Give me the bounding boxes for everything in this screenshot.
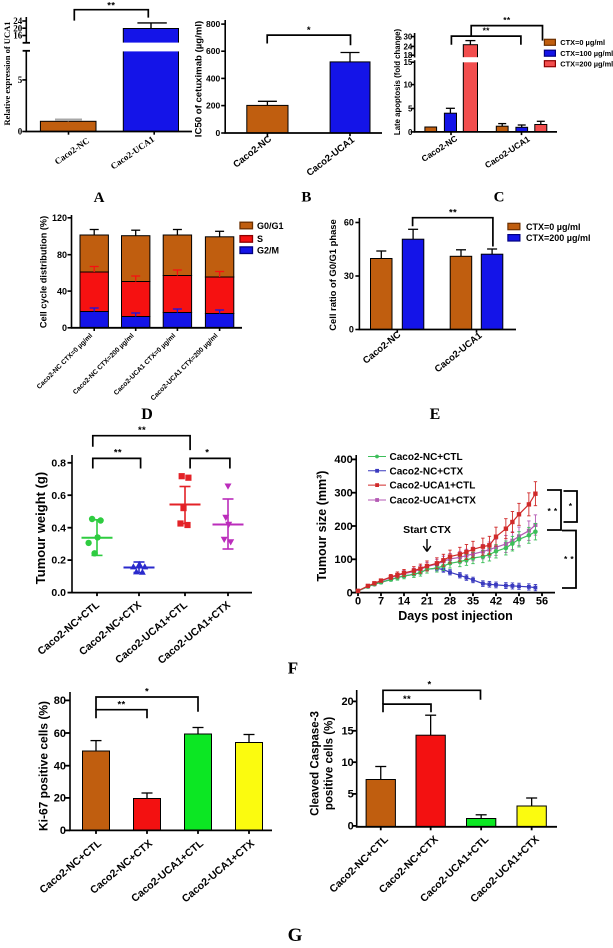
svg-text:0: 0 xyxy=(355,596,361,608)
svg-text:80: 80 xyxy=(54,695,66,707)
svg-text:**: ** xyxy=(449,208,457,219)
svg-text:60: 60 xyxy=(54,728,66,740)
svg-text:40: 40 xyxy=(57,286,67,296)
svg-text:10: 10 xyxy=(341,757,353,769)
svg-text:G0/G1: G0/G1 xyxy=(257,221,284,231)
svg-text:*: * xyxy=(307,25,311,36)
svg-text:30: 30 xyxy=(403,33,412,42)
svg-text:CTX=200 µg/ml: CTX=200 µg/ml xyxy=(560,60,613,69)
svg-text:0.0: 0.0 xyxy=(51,587,66,599)
svg-text:**: ** xyxy=(118,700,126,711)
svg-text:200: 200 xyxy=(334,521,352,533)
svg-text:14: 14 xyxy=(398,596,411,608)
svg-text:Caco2-UCA1+CTX: Caco2-UCA1+CTX xyxy=(390,496,477,507)
svg-text:*: * xyxy=(569,501,573,511)
svg-text:0: 0 xyxy=(18,127,23,137)
svg-text:20: 20 xyxy=(341,696,353,708)
svg-text:* *: * * xyxy=(548,506,558,516)
svg-text:CTX=0 µg/ml: CTX=0 µg/ml xyxy=(560,38,605,47)
svg-text:F: F xyxy=(288,659,298,678)
svg-text:0.6: 0.6 xyxy=(51,490,66,502)
svg-text:200: 200 xyxy=(206,101,220,111)
svg-text:20: 20 xyxy=(54,793,66,805)
svg-text:Caco2-UCA1+CTL: Caco2-UCA1+CTL xyxy=(390,481,476,492)
svg-text:Cleaved Caspase-3: Cleaved Caspase-3 xyxy=(310,711,322,816)
svg-text:A: A xyxy=(94,190,105,206)
svg-text:0: 0 xyxy=(349,325,354,335)
svg-text:49: 49 xyxy=(513,596,525,608)
svg-text:Late apoptosis (fold change): Late apoptosis (fold change) xyxy=(393,29,402,136)
svg-text:Days post injection: Days post injection xyxy=(398,609,513,623)
svg-text:**: ** xyxy=(138,425,146,436)
svg-text:30: 30 xyxy=(344,271,354,281)
svg-text:D: D xyxy=(141,406,153,423)
svg-text:18: 18 xyxy=(403,51,412,60)
svg-text:0.2: 0.2 xyxy=(51,555,66,567)
svg-text:15: 15 xyxy=(403,58,412,67)
svg-text:Relative expression of UCA1: Relative expression of UCA1 xyxy=(2,22,12,126)
svg-text:35: 35 xyxy=(467,596,479,608)
svg-text:CTX=200 µg/ml: CTX=200 µg/ml xyxy=(526,233,590,243)
svg-text:0: 0 xyxy=(347,587,353,599)
svg-text:0: 0 xyxy=(215,128,220,138)
svg-text:B: B xyxy=(301,190,311,206)
svg-text:300: 300 xyxy=(334,488,352,500)
svg-text:G2/M: G2/M xyxy=(257,246,279,256)
svg-text:CTX=100 µg/ml: CTX=100 µg/ml xyxy=(560,49,613,58)
svg-text:Cell cycle distribution (%): Cell cycle distribution (%) xyxy=(39,216,49,328)
svg-text:**: ** xyxy=(403,694,411,705)
svg-text:0: 0 xyxy=(62,323,67,333)
svg-text:* *: * * xyxy=(564,554,574,564)
svg-text:7: 7 xyxy=(378,596,384,608)
svg-text:0.4: 0.4 xyxy=(51,522,66,534)
svg-text:400: 400 xyxy=(334,454,352,466)
svg-text:10: 10 xyxy=(403,81,412,90)
svg-text:Start CTX: Start CTX xyxy=(403,524,451,536)
svg-text:42: 42 xyxy=(490,596,502,608)
svg-text:24: 24 xyxy=(403,42,412,51)
svg-text:28: 28 xyxy=(444,596,456,608)
svg-text:600: 600 xyxy=(206,46,220,56)
svg-text:Cell ratio of G0/G1 phase: Cell ratio of G0/G1 phase xyxy=(327,219,338,331)
svg-text:Ki-67 positive cells (%): Ki-67 positive cells (%) xyxy=(37,701,51,831)
svg-text:E: E xyxy=(430,406,441,423)
svg-text:400: 400 xyxy=(206,73,220,83)
svg-text:positive cells (%): positive cells (%) xyxy=(324,717,336,810)
svg-text:16: 16 xyxy=(13,31,23,41)
svg-text:0: 0 xyxy=(408,128,413,137)
svg-text:S: S xyxy=(257,234,263,244)
svg-text:120: 120 xyxy=(52,213,67,223)
svg-text:Tumour size (mm³): Tumour size (mm³) xyxy=(315,471,329,582)
svg-text:Caco2-NC+CTL: Caco2-NC+CTL xyxy=(390,452,463,463)
svg-text:C: C xyxy=(494,190,505,206)
svg-text:**: ** xyxy=(107,1,115,12)
svg-text:*: * xyxy=(428,680,432,691)
svg-text:**: ** xyxy=(483,26,491,36)
svg-text:*: * xyxy=(145,687,149,698)
svg-text:80: 80 xyxy=(57,250,67,260)
svg-text:60: 60 xyxy=(344,218,354,228)
svg-text:24: 24 xyxy=(13,16,23,26)
svg-text:20: 20 xyxy=(13,23,23,33)
svg-text:0: 0 xyxy=(60,825,66,837)
svg-text:*: * xyxy=(205,448,209,459)
svg-text:800: 800 xyxy=(206,19,220,29)
svg-text:5: 5 xyxy=(408,104,413,113)
svg-text:**: ** xyxy=(114,448,122,459)
svg-text:56: 56 xyxy=(536,596,548,608)
svg-text:**: ** xyxy=(503,15,511,25)
svg-text:IC50 of cetuximab (µg/ml): IC50 of cetuximab (µg/ml) xyxy=(194,21,205,137)
svg-text:15: 15 xyxy=(341,726,353,738)
svg-text:40: 40 xyxy=(54,761,66,773)
svg-text:CTX=0 µg/ml: CTX=0 µg/ml xyxy=(526,222,580,232)
svg-text:0.8: 0.8 xyxy=(51,457,66,469)
svg-text:Tumour weight (g): Tumour weight (g) xyxy=(33,472,48,584)
svg-text:5: 5 xyxy=(348,789,354,801)
svg-text:Caco2-NC+CTX: Caco2-NC+CTX xyxy=(390,466,464,477)
svg-text:5: 5 xyxy=(18,75,23,85)
svg-text:21: 21 xyxy=(421,596,433,608)
svg-text:100: 100 xyxy=(334,554,352,566)
svg-text:G: G xyxy=(288,925,303,943)
svg-text:0: 0 xyxy=(348,821,354,833)
